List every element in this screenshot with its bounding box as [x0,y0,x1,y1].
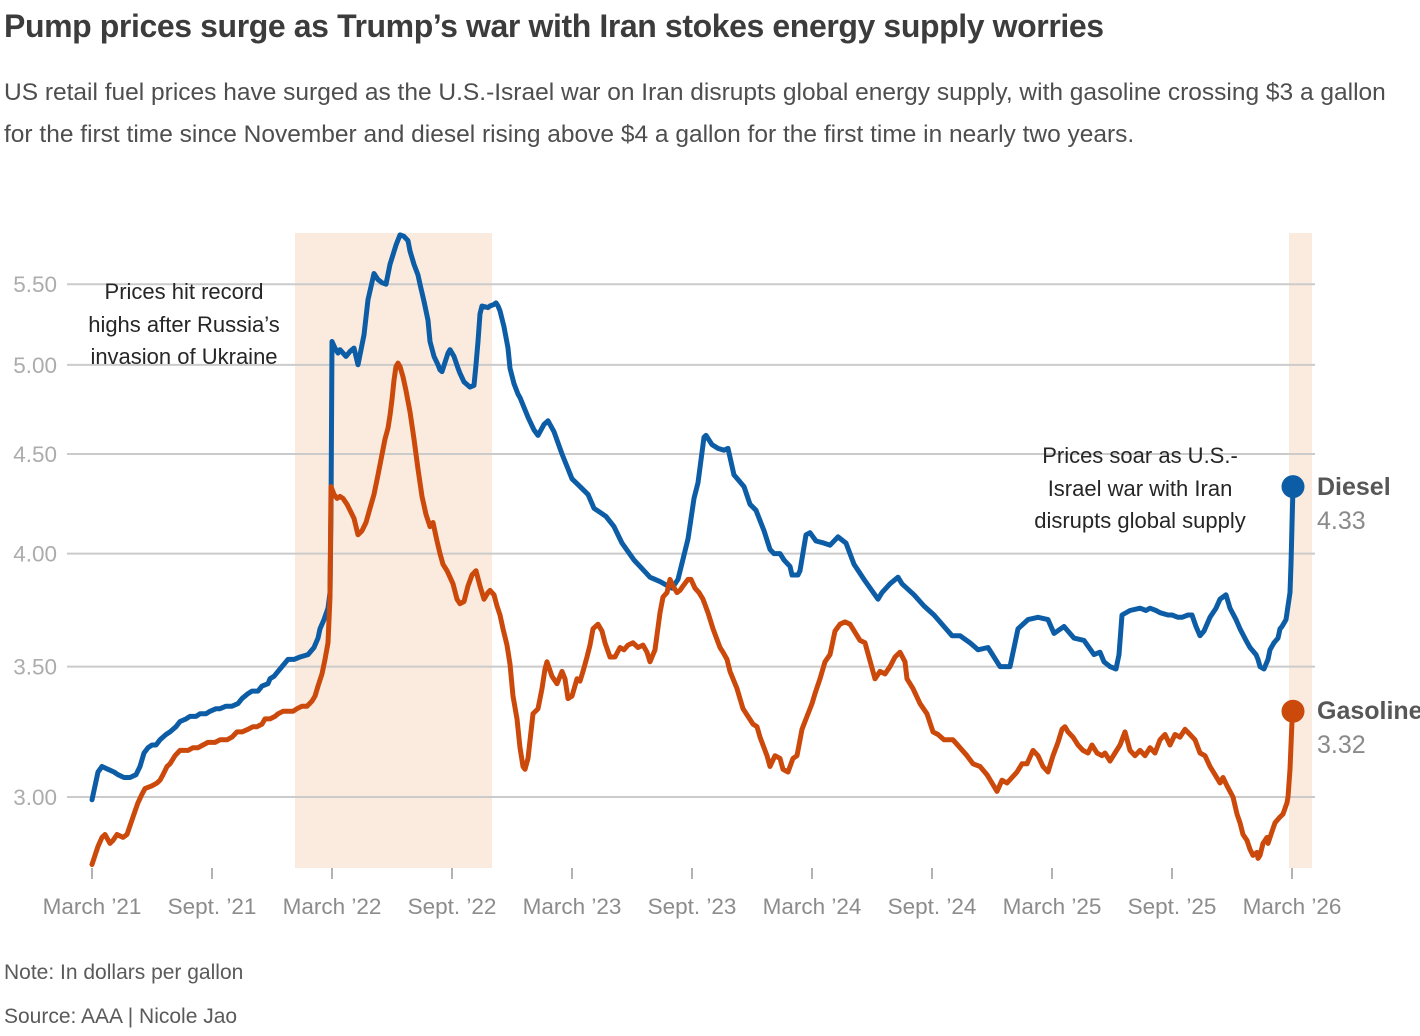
annotation-line: Prices hit record [104,279,264,304]
annotation-iran-war: Prices soar as U.S.- Israel war with Ira… [1012,440,1268,538]
y-axis-label: 5.00 [13,353,57,378]
chart-note: Note: In dollars per gallon [4,961,244,984]
page-title: Pump prices surge as Trump’s war with Ir… [4,8,1104,44]
gasoline-end-value: 3.32 [1317,731,1366,759]
annotation-line: invasion of Ukraine [90,344,278,369]
highlight-band [295,233,492,868]
y-axis-label: 3.50 [13,655,57,680]
diesel-label: Diesel [1317,473,1391,501]
annotation-line: Prices soar as U.S.- [1042,443,1238,468]
x-axis-label: Sept. ’23 [648,894,737,919]
diesel-series-label: Diesel 4.33 [1317,470,1391,538]
x-axis-label: Sept. ’25 [1128,894,1217,919]
x-axis-label: March ’22 [283,894,382,919]
gasoline-endpoint-dot [1281,699,1305,723]
x-axis-label: Sept. ’22 [408,894,497,919]
diesel-end-value: 4.33 [1317,507,1366,535]
y-axis-label: 4.50 [13,442,57,467]
gasoline-line [89,360,1296,867]
y-axis-label: 4.00 [13,542,57,567]
annotation-line: highs after Russia’s [88,311,280,337]
annotation-line: Israel war with Iran [1047,475,1233,501]
x-axis-label: March ’26 [1243,894,1342,919]
x-axis-label: Sept. ’24 [888,894,977,919]
x-axis-label: March ’25 [1003,894,1102,919]
annotation-line: disrupts global supply [1034,508,1246,533]
gasoline-label: Gasoline [1317,697,1420,725]
x-axis-label: March ’21 [43,894,142,919]
y-axis-label: 5.50 [13,272,57,297]
gasoline-series-label: Gasoline 3.32 [1317,694,1420,762]
page-subtitle: US retail fuel prices have surged as the… [4,79,1386,148]
x-axis-label: Sept. ’21 [168,894,257,919]
chart-source: Source: AAA | Nicole Jao [4,1005,238,1028]
x-axis-label: March ’23 [523,894,622,919]
y-axis-label: 3.00 [13,785,57,810]
diesel-endpoint-dot [1281,475,1305,499]
annotation-russia-invasion: Prices hit record highs after Russia’s i… [64,276,304,374]
diesel-line [89,232,1296,803]
x-axis-label: March ’24 [763,894,862,919]
